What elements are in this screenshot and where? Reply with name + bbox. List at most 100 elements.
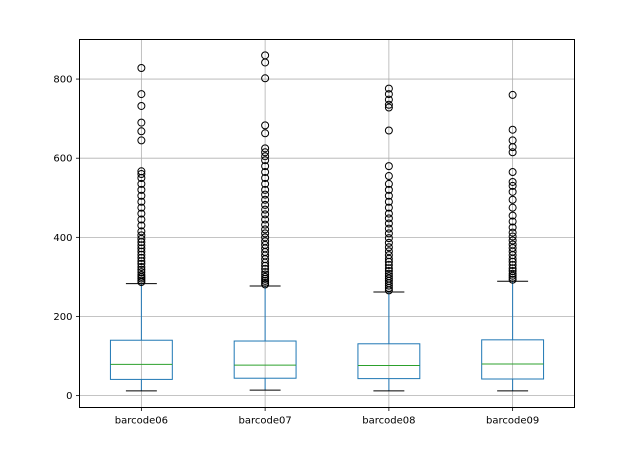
x-tick-label: barcode07 [239,416,292,427]
outlier-point [384,179,393,188]
outlier-point [508,236,517,245]
outlier-point [384,203,393,212]
axis-layer: 0 200 400 600 800 barcode06 barcode07 barcode08… [53,75,539,427]
outlier-point [508,195,517,204]
outlier-point [261,179,270,188]
outlier-point [137,268,146,277]
outlier-point [508,181,517,190]
outlier-point [508,264,517,273]
outlier-point [508,211,517,220]
outlier-point [137,241,146,250]
outlier-point [508,168,517,177]
outlier-point [261,215,270,224]
outlier-point [261,121,270,130]
outlier-point [137,265,146,274]
outlier-point [137,234,146,243]
outlier-point [261,195,270,204]
outlier-point [261,205,270,214]
x-tick-label: barcode06 [115,416,168,427]
outlier-point [261,129,270,138]
outlier-point [261,74,270,83]
outlier-point [508,266,517,275]
box-barcode06 [109,63,173,392]
outlier-point [508,177,517,186]
outlier-point [261,265,270,274]
outlier-point [261,240,270,249]
outlier-point [508,244,517,253]
outlier-point [384,238,393,247]
outlier-point [137,227,146,236]
outlier-point [137,263,146,272]
outlier-point [261,270,270,279]
outlier-point [137,197,146,206]
outlier-point [508,148,517,157]
outlier-point [137,203,146,212]
outlier-point [137,215,146,224]
outlier-point [137,250,146,259]
outlier-point [261,148,270,157]
iqr-box [233,340,297,379]
outlier-point [137,167,146,176]
outlier-point [137,185,146,194]
outlier-point [261,156,270,165]
outlier-point [508,271,517,280]
outlier-point [261,173,270,182]
outlier-point [384,191,393,200]
outlier-point [261,220,270,229]
outlier-point [261,237,270,246]
outlier-point [261,268,270,277]
outlier-point [384,100,393,109]
outlier-point [508,203,517,212]
outlier-point [508,232,517,241]
outlier-point [508,240,517,249]
y-tick-label: 200 [53,312,72,323]
outlier-point [261,152,270,161]
outlier-point [261,278,270,287]
outlier-point [137,276,146,285]
y-tick-label: 0 [66,391,72,402]
outlier-point [261,200,270,209]
outlier-point [508,228,517,237]
outlier-point [384,185,393,194]
outlier-point [384,243,393,252]
outlier-point [137,101,146,110]
outlier-point [261,144,270,153]
outlier-point [137,244,146,253]
outlier-point [261,210,270,219]
outlier-point [384,274,393,283]
outlier-point [384,214,393,223]
outlier-point [137,231,146,240]
box-barcode08 [357,84,421,392]
outlier-point [384,103,393,112]
outlier-point [137,90,146,99]
outlier-point [508,275,517,284]
outlier-point [384,229,393,238]
x-tick-label: barcode09 [486,416,539,427]
outlier-point [508,217,517,226]
outlier-point [384,224,393,233]
outlier-point [384,254,393,263]
outlier-point [261,162,270,171]
outlier-point [137,179,146,188]
outlier-point [384,219,393,228]
outlier-point [508,269,517,278]
outlier-point [261,233,270,242]
outlier-point [508,187,517,196]
outlier-point [137,270,146,279]
outlier-point [384,251,393,260]
outlier-point [261,229,270,238]
iqr-box [481,339,545,380]
outlier-point [508,223,517,232]
outlier-point [261,276,270,285]
outlier-point [384,261,393,270]
outlier-point [261,272,270,281]
x-tick-label: barcode08 [362,416,415,427]
outlier-point [384,272,393,281]
plot-area-frame [79,39,575,408]
outlier-point [137,209,146,218]
outlier-point [137,247,146,256]
outlier-point [508,90,517,99]
outlier-point [384,269,393,278]
